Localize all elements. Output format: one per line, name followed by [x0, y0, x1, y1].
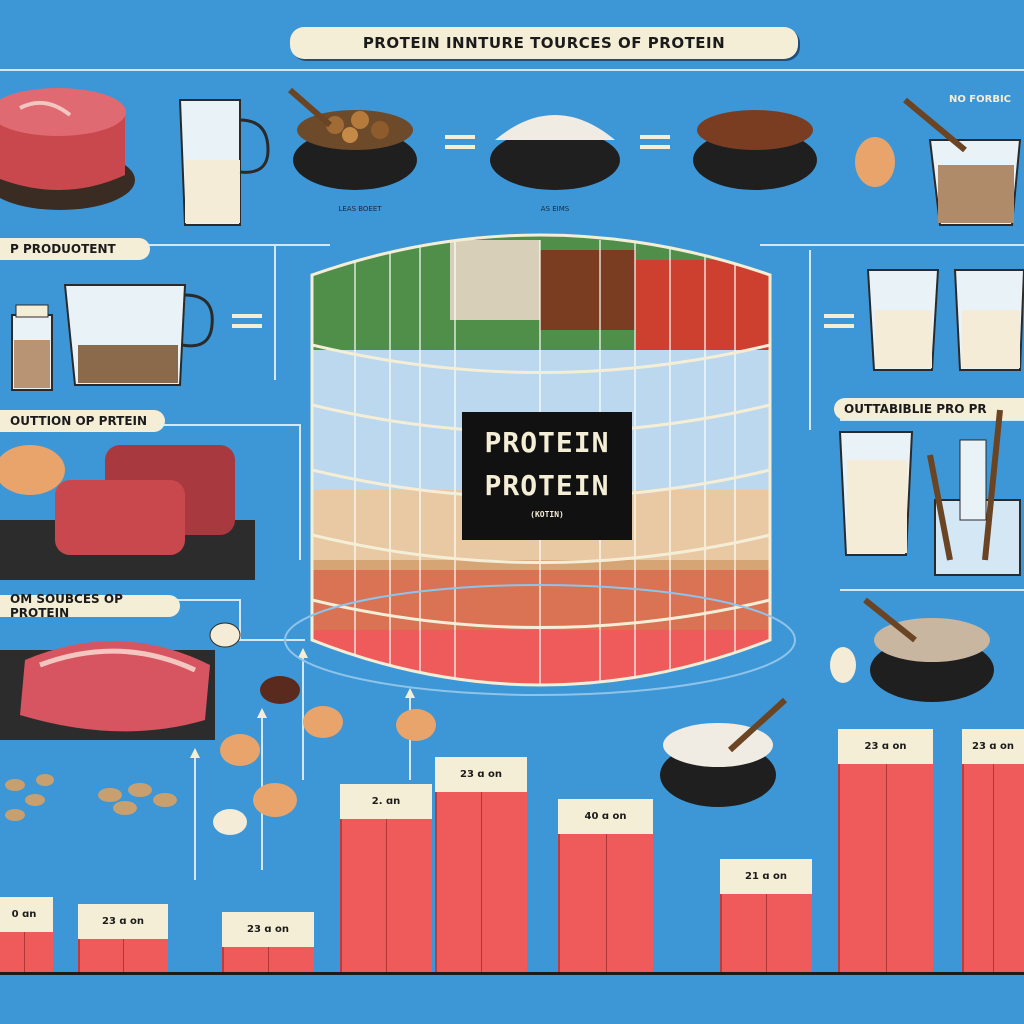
- raw-meat-icon: [0, 641, 215, 740]
- bar-value-label: 23 ɑ on: [864, 741, 907, 752]
- protein-label-small: (KOTIN): [530, 510, 564, 519]
- measuring-jug-icon: [178, 99, 270, 226]
- bar-value-label: 23 ɑ on: [101, 916, 145, 927]
- protein-container-label: PROTEIN PROTEIN (KOTIN): [462, 412, 632, 540]
- rice-bowl-icon: [660, 697, 788, 807]
- bar-value-label: 23 ɑ on: [246, 924, 290, 935]
- protein-powder-cup-icon: [903, 97, 1022, 226]
- bar-divider: [993, 764, 994, 972]
- panel-label-right-top: NO FORBIC: [948, 94, 1012, 105]
- bar-divider: [605, 834, 607, 972]
- bar-cap: [558, 799, 653, 834]
- eggs-icon: [213, 676, 436, 835]
- spice-jar-icon: [11, 304, 53, 391]
- bar-cap: [435, 757, 527, 792]
- measuring-jug-icon: [63, 284, 214, 386]
- page-title: PROTEIN INNTURE TOURCES OF PROTEIN: [290, 27, 798, 59]
- milk-glass-icon: [838, 269, 1024, 556]
- equals-icon: [824, 314, 854, 330]
- protein-label-line2: PROTEIN: [484, 469, 610, 502]
- equals-icon: [640, 135, 670, 151]
- bar-value-label: 2. ɑn: [371, 796, 401, 807]
- bar-value-label: 23 ɑ on: [971, 741, 1015, 752]
- equals-icon: [232, 314, 262, 330]
- bar: [0, 932, 53, 972]
- steak-icon: [0, 88, 135, 210]
- bean-bowl-icon: [693, 110, 817, 190]
- baseline: [0, 972, 1024, 975]
- bar-value-label: 0 ɑn: [11, 909, 37, 920]
- bar-cap: [0, 897, 53, 932]
- bar-divider: [481, 792, 482, 972]
- bar-divider: [123, 939, 124, 972]
- egg-icon: [855, 137, 895, 187]
- protein-label-line1: PROTEIN: [484, 426, 610, 459]
- bar-cap: [962, 729, 1024, 764]
- bowl-caption-1: LEAS BOEET: [338, 205, 382, 213]
- bar-divider: [24, 932, 25, 972]
- bar-value-label: 21 ɑ on: [744, 871, 788, 882]
- spoon-bowl-icon: [863, 597, 994, 702]
- bar-cap: [838, 729, 933, 764]
- bar-divider: [268, 947, 269, 972]
- almond-icon: [5, 774, 177, 821]
- bar-divider: [885, 764, 887, 972]
- bowl-caption-2: AS EIMS: [540, 205, 570, 213]
- bar-value-label: 40 ɑ on: [584, 811, 627, 822]
- nut-bowl-icon: [288, 87, 417, 190]
- rice-bowl-icon: [490, 115, 620, 190]
- panel-label-2: OUTTION OP PRTEIN: [0, 410, 165, 432]
- bar-divider: [766, 894, 767, 972]
- panel-label-right: OUTTABIBLIE PRO PR: [834, 398, 1024, 420]
- spice-jar-icon: [927, 409, 1021, 576]
- bar-cap: [720, 859, 812, 894]
- bar-cap: [222, 912, 314, 947]
- raw-meat-icon: [0, 445, 255, 580]
- bar-cap: [78, 904, 168, 939]
- equals-icon: [445, 135, 475, 151]
- bar-cap: [340, 784, 432, 819]
- egg-icon: [830, 647, 856, 683]
- panel-label-3: OM SOUBCES OP PROTEIN: [0, 592, 180, 620]
- bar-divider: [386, 819, 387, 972]
- bar-value-label: 23 ɑ on: [459, 769, 503, 780]
- panel-label-1: P PRODUOTENT: [0, 238, 150, 260]
- spoon-bowl-icon: [209, 622, 241, 648]
